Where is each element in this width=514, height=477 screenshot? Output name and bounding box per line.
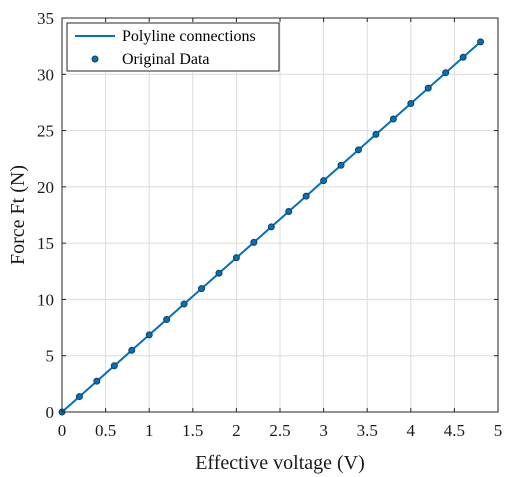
y-tick-label: 5 — [46, 347, 55, 366]
x-tick-label: 1.5 — [182, 421, 203, 440]
y-tick-label: 15 — [37, 234, 54, 253]
data-point — [93, 377, 101, 385]
x-tick-label: 5 — [494, 421, 503, 440]
data-point — [302, 192, 310, 200]
data-point — [354, 146, 362, 154]
data-point — [389, 115, 397, 123]
data-point — [285, 208, 293, 216]
data-point — [477, 38, 485, 46]
data-point — [424, 84, 432, 92]
legend: Polyline connections Original Data — [66, 22, 280, 72]
data-point — [337, 161, 345, 169]
x-tick-label: 3.5 — [357, 421, 378, 440]
data-point — [215, 269, 223, 277]
y-tick-label: 10 — [37, 290, 54, 309]
y-tick-label: 35 — [37, 9, 54, 28]
data-point — [267, 223, 275, 231]
x-tick-label: 4.5 — [444, 421, 465, 440]
legend-label-original-data: Original Data — [122, 51, 210, 68]
data-point — [198, 285, 206, 293]
data-point — [250, 238, 258, 246]
data-point — [232, 254, 240, 262]
data-point — [180, 300, 188, 308]
data-point — [75, 393, 83, 401]
y-axis-label: Force Ft (N) — [7, 165, 29, 265]
data-point — [320, 177, 328, 185]
data-point — [372, 130, 380, 138]
data-point — [407, 100, 415, 108]
x-tick-label: 2.5 — [269, 421, 290, 440]
x-tick-label: 1 — [145, 421, 154, 440]
legend-marker-swatch — [91, 55, 99, 63]
x-tick-label: 0 — [58, 421, 67, 440]
y-tick-label: 30 — [37, 65, 54, 84]
y-tick-label: 20 — [37, 178, 54, 197]
data-point — [163, 315, 171, 323]
x-tick-label: 0.5 — [95, 421, 116, 440]
tick-layer: 0 0.5 1 1.5 2 2.5 3 3.5 4 4.5 5 0 5 10 15 20 25 30 35 — [37, 9, 502, 440]
data-point — [459, 53, 467, 61]
x-tick-label: 3 — [319, 421, 328, 440]
x-tick-label: 2 — [232, 421, 241, 440]
y-tick-label: 25 — [37, 122, 54, 141]
data-point — [442, 69, 450, 77]
data-point — [128, 346, 136, 354]
legend-label-polyline: Polyline connections — [122, 28, 256, 45]
x-tick-label: 4 — [407, 421, 416, 440]
series-layer — [58, 38, 485, 416]
y-tick-label: 0 — [46, 403, 55, 422]
data-point — [145, 331, 153, 339]
x-axis-label: Effective voltage (V) — [195, 452, 365, 474]
data-point — [110, 362, 118, 370]
legend-box — [66, 22, 280, 72]
